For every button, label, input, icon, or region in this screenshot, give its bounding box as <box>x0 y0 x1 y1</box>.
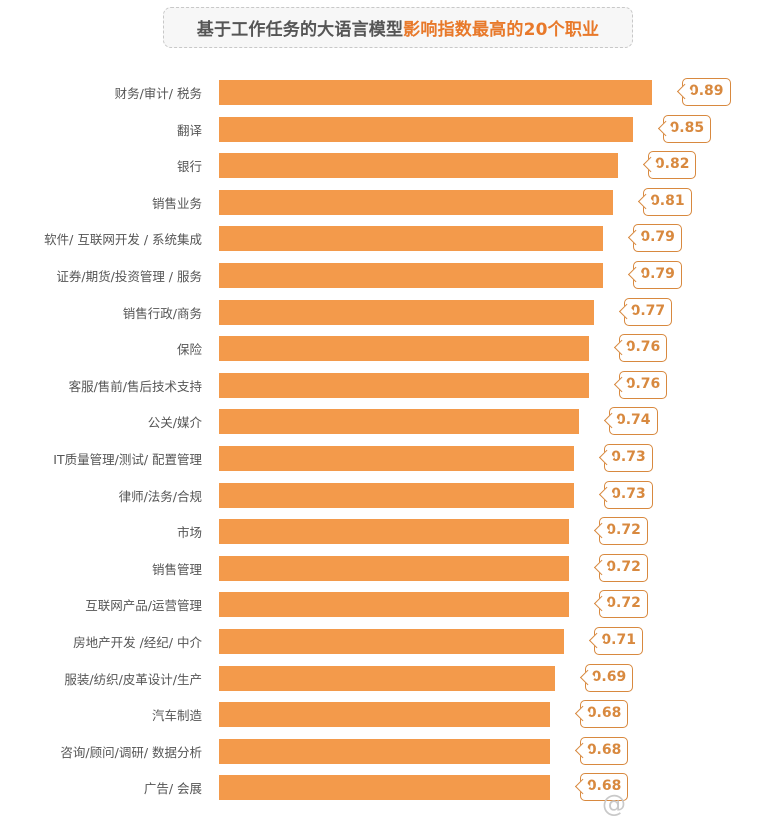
value-callout: 0.74 <box>609 407 658 436</box>
category-label: 市场 <box>176 525 202 541</box>
category-label: 互联网产品/运营管理 <box>85 598 202 614</box>
bar <box>219 153 618 179</box>
bar <box>219 775 550 801</box>
category-label: 服装/纺织/皮革设计/生产 <box>64 671 202 687</box>
bar <box>219 702 550 728</box>
category-label: 汽车制造 <box>151 708 202 724</box>
bar <box>219 116 633 142</box>
category-label: 银行 <box>176 159 202 175</box>
watermark: @ <box>602 790 626 818</box>
value-callout: 0.76 <box>618 334 668 363</box>
chart-row: 销售管理 0.72 <box>0 553 782 583</box>
category-label: 客服/售前/售后技术支持 <box>68 378 202 394</box>
bar <box>219 738 550 764</box>
category-label: 销售行政/商务 <box>122 305 202 321</box>
bar <box>219 409 579 435</box>
bar <box>219 629 565 654</box>
value-callout: 0.73 <box>604 444 653 472</box>
chart-title-part2: 影响指数最高的20个职业 <box>403 20 600 40</box>
bar <box>219 446 575 471</box>
value-callout: 0.89 <box>681 78 731 106</box>
value-callout: 0.72 <box>599 553 648 582</box>
chart-title-part1: 基于工作任务的大语言模型 <box>196 20 404 40</box>
chart-row: 公关/媒介 0.74 <box>0 407 782 436</box>
value-callout: 0.68 <box>579 773 629 802</box>
value-callout: 0.79 <box>633 261 682 289</box>
bar <box>219 372 589 398</box>
chart-row: 翻译 0.85 <box>0 114 782 144</box>
chart-row: 咨询/顾问/调研/ 数据分析 0.68 <box>0 736 782 766</box>
chart-row: 财务/审计/ 税务 0.89 <box>0 78 782 107</box>
bar <box>219 226 604 252</box>
value-callout: 0.76 <box>618 370 668 399</box>
category-label: 软件/ 互联网开发 / 系统集成 <box>44 232 202 248</box>
value-callout: 0.79 <box>633 224 682 253</box>
value-callout: 0.72 <box>599 517 648 546</box>
category-label: 销售业务 <box>151 195 202 211</box>
chart-row: 销售业务 0.81 <box>0 187 782 217</box>
value-callout: 0.85 <box>662 114 712 143</box>
chart-row: 销售行政/商务 0.77 <box>0 297 782 327</box>
chart-row: 保险 0.76 <box>0 334 782 363</box>
chart-row: 客服/售前/售后技术支持 0.76 <box>0 370 782 400</box>
chart-row: 互联网产品/运营管理 0.72 <box>0 590 782 619</box>
category-label: 房地产开发 /经纪/ 中介 <box>73 635 202 650</box>
value-callout: 0.81 <box>643 187 692 216</box>
bar <box>219 189 614 215</box>
category-label: 证券/期货/投资管理 / 服务 <box>56 269 202 284</box>
chart-row: 广告/ 会展 0.68 <box>0 773 782 802</box>
category-label: 保险 <box>176 342 202 358</box>
chart-row: 软件/ 互联网开发 / 系统集成 0.79 <box>0 224 782 253</box>
category-label: 公关/媒介 <box>147 415 202 431</box>
bar <box>219 263 604 288</box>
bar <box>219 519 570 545</box>
bar <box>219 336 589 362</box>
bar <box>219 482 575 508</box>
value-callout: 0.77 <box>623 297 673 326</box>
chart-row: 市场 0.72 <box>0 517 782 546</box>
bar <box>219 80 652 105</box>
chart-row: 银行 0.82 <box>0 151 782 180</box>
chart-row: IT质量管理/测试/ 配置管理 0.73 <box>0 444 782 473</box>
value-callout: 0.68 <box>579 700 629 729</box>
category-label: 财务/审计/ 税务 <box>114 86 202 101</box>
value-callout: 0.68 <box>579 736 629 765</box>
value-callout: 0.71 <box>594 627 643 655</box>
category-label: IT质量管理/测试/ 配置管理 <box>53 452 202 467</box>
category-label: 广告/ 会展 <box>143 781 202 797</box>
chart-row: 汽车制造 0.68 <box>0 700 782 729</box>
chart-title: 基于工作任务的大语言模型 影响指数最高的20个职业 <box>163 7 633 48</box>
chart-row: 律师/法务/合规 0.73 <box>0 480 782 510</box>
value-callout: 0.73 <box>604 480 653 509</box>
bar <box>219 555 570 581</box>
value-callout: 0.69 <box>584 663 634 692</box>
chart-row: 房地产开发 /经纪/ 中介 0.71 <box>0 627 782 656</box>
value-callout: 0.72 <box>599 590 648 619</box>
bar <box>219 665 555 691</box>
category-label: 律师/法务/合规 <box>118 488 202 504</box>
category-label: 翻译 <box>176 122 202 138</box>
chart-row: 证券/期货/投资管理 / 服务 0.79 <box>0 261 782 290</box>
chart-row: 服装/纺织/皮革设计/生产 0.69 <box>0 663 782 693</box>
category-label: 销售管理 <box>151 561 202 577</box>
bar <box>219 592 570 618</box>
value-callout: 0.82 <box>647 151 697 180</box>
bar <box>219 299 594 325</box>
category-label: 咨询/顾问/调研/ 数据分析 <box>60 744 202 760</box>
